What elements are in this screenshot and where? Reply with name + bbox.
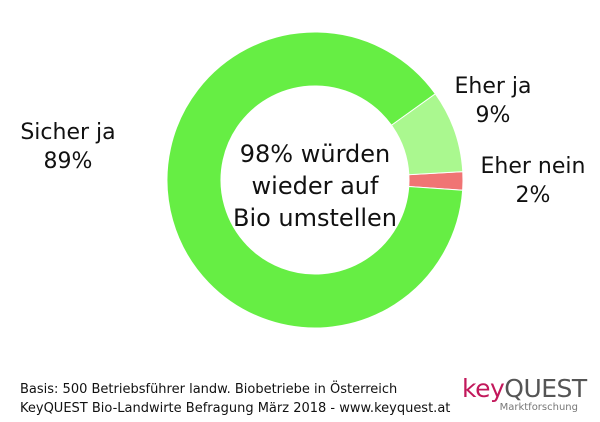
slice-sicher-ja [166, 31, 464, 329]
label-sicher-ja: Sicher ja 89% [18, 118, 118, 176]
center-line-2: wieder auf [251, 172, 379, 200]
center-line-1: 98% würden [239, 140, 391, 168]
footer-source: Basis: 500 Betriebsführer landw. Biobetr… [20, 380, 450, 418]
label-eher-ja-name: Eher ja [454, 74, 532, 99]
donut-slices [166, 31, 464, 329]
center-annotation: 98% würden wieder auf Bio umstellen [200, 138, 430, 234]
label-eher-nein: Eher nein 2% [474, 152, 592, 210]
logo-key: key [462, 374, 505, 403]
footer-survey: KeyQUEST Bio-Landwirte Befragung März 20… [20, 401, 451, 416]
label-eher-nein-value: 2% [515, 183, 551, 208]
label-eher-ja: Eher ja 9% [448, 72, 538, 130]
logo-quest: QUEST [504, 374, 587, 403]
footer-basis: Basis: 500 Betriebsführer landw. Biobetr… [20, 382, 398, 397]
logo-subtitle: Marktforschung [499, 402, 578, 413]
label-eher-nein-name: Eher nein [480, 154, 586, 179]
logo-wordmark: keyQUEST [462, 374, 587, 403]
keyquest-logo: keyQUEST Marktforschung [462, 374, 587, 414]
label-sicher-ja-name: Sicher ja [20, 120, 116, 145]
label-eher-ja-value: 9% [475, 103, 511, 128]
center-line-3: Bio umstellen [232, 204, 398, 232]
label-sicher-ja-value: 89% [43, 149, 93, 174]
